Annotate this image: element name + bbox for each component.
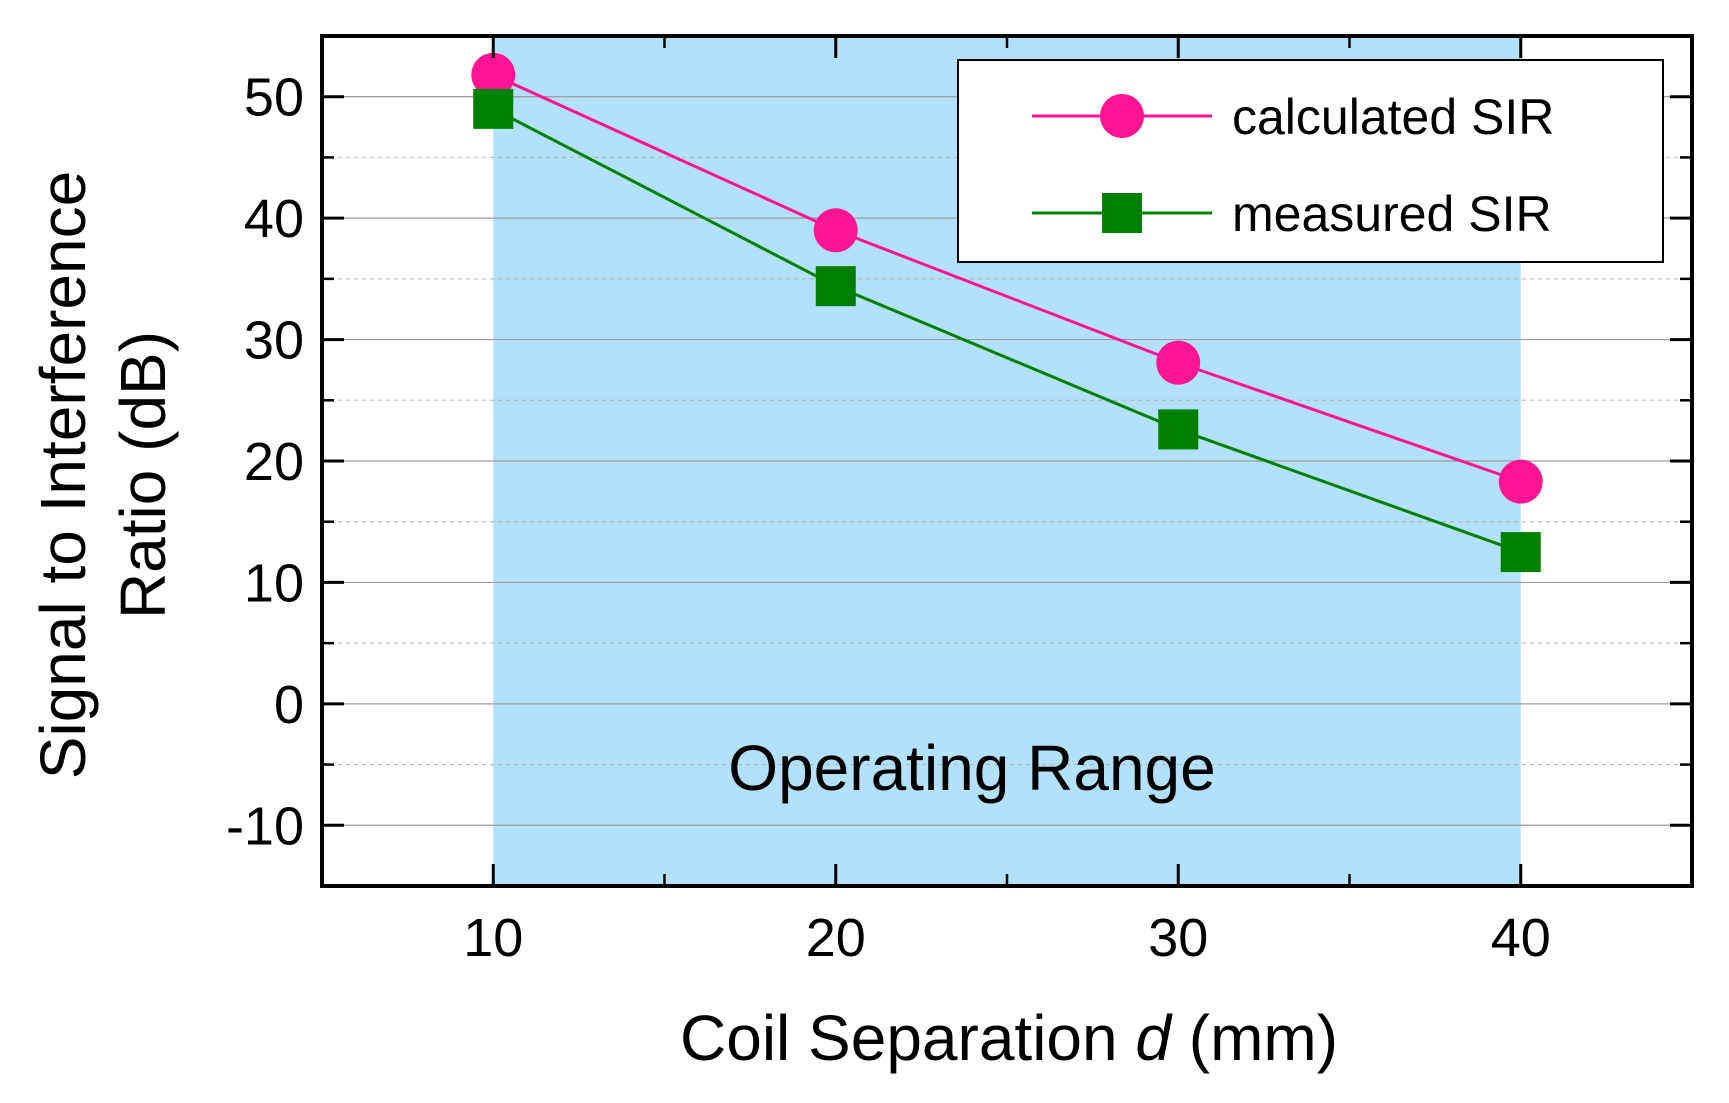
y-tick-label: 0: [274, 675, 304, 735]
legend-box: [957, 59, 1664, 263]
y-tick-label: 20: [244, 432, 304, 492]
y-tick-label: 30: [244, 311, 304, 371]
series-line-measured: [492, 107, 1522, 554]
axis-ticks: [320, 34, 1694, 888]
series-markers: [471, 52, 1543, 573]
data-point-calculated: [1156, 340, 1201, 385]
x-axis-title-prefix: Coil Separation: [680, 1002, 1135, 1074]
x-tick-label: 20: [806, 908, 866, 968]
y-tick-label: 50: [244, 68, 304, 128]
operating-range-label: Operating Range: [728, 732, 1215, 804]
series-line-calculated: [492, 73, 1522, 484]
y-tick-label: 40: [244, 189, 304, 249]
legend-marker-measured: [1102, 193, 1142, 233]
tick-labels: -10 0 10 20 30 40 50 10 20 30 40: [226, 68, 1551, 968]
data-point-calculated: [813, 208, 858, 253]
legend-label-calculated: calculated SIR: [1232, 89, 1554, 145]
legend-label-measured: measured SIR: [1232, 186, 1552, 242]
x-axis-title: Coil Separation d (mm): [680, 1002, 1338, 1074]
y-axis-title-line2: Ratio (dB): [107, 331, 179, 619]
x-tick-label: 10: [463, 908, 523, 968]
data-point-measured: [1500, 532, 1541, 573]
y-axis-title-line1: Signal to Interference: [27, 171, 99, 779]
data-point-calculated: [471, 52, 516, 97]
y-tick-label: 10: [244, 553, 304, 613]
data-point-calculated: [1498, 459, 1543, 504]
legend: calculated SIR measured SIR: [957, 59, 1664, 263]
data-point-measured: [473, 88, 514, 129]
data-point-measured: [1158, 409, 1199, 450]
x-axis-title-unit: (mm): [1171, 1002, 1338, 1074]
x-axis-title-var: d: [1135, 1002, 1173, 1074]
data-point-measured: [815, 266, 856, 307]
x-tick-label: 30: [1148, 908, 1208, 968]
series-lines: [492, 73, 1522, 554]
x-tick-label: 40: [1491, 908, 1551, 968]
y-tick-label: -10: [226, 796, 304, 856]
legend-marker-calculated: [1100, 94, 1144, 138]
